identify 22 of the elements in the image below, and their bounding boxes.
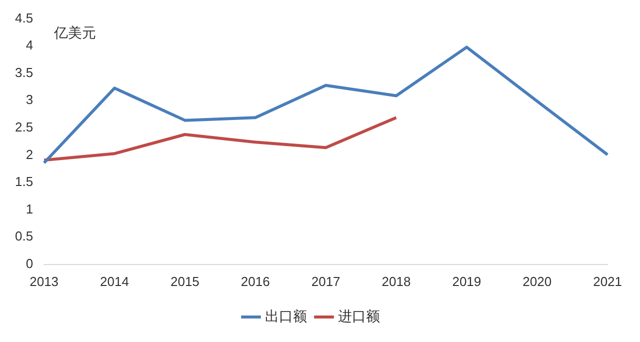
y-tick-label: 2	[26, 146, 34, 162]
x-tick-label: 2016	[240, 274, 270, 289]
x-tick-label: 2017	[311, 274, 340, 289]
y-tick-label: 4	[26, 38, 34, 53]
y-tick-label: 0.5	[14, 228, 34, 244]
y-tick-label: 2.5	[14, 120, 34, 135]
y-tick-label: 4.5	[14, 10, 34, 26]
x-tick-label: 2013	[30, 274, 59, 289]
y-tick-label: 0	[26, 256, 34, 271]
x-tick-label: 2014	[100, 274, 129, 289]
x-tick-label: 2015	[170, 274, 200, 289]
x-tick-label: 2021	[593, 274, 622, 289]
x-tick-label: 2018	[382, 274, 411, 289]
y-tick-label: 3	[26, 92, 34, 108]
y-axis-title: 亿美元	[53, 24, 96, 41]
legend-label: 出口额	[265, 308, 307, 324]
y-tick-label: 1	[26, 201, 34, 216]
y-tick-label: 1.5	[14, 174, 34, 190]
legend-label: 进口额	[338, 308, 380, 324]
y-tick-label: 3.5	[14, 64, 34, 80]
x-tick-label: 2019	[452, 274, 482, 289]
x-tick-label: 2020	[522, 274, 552, 289]
